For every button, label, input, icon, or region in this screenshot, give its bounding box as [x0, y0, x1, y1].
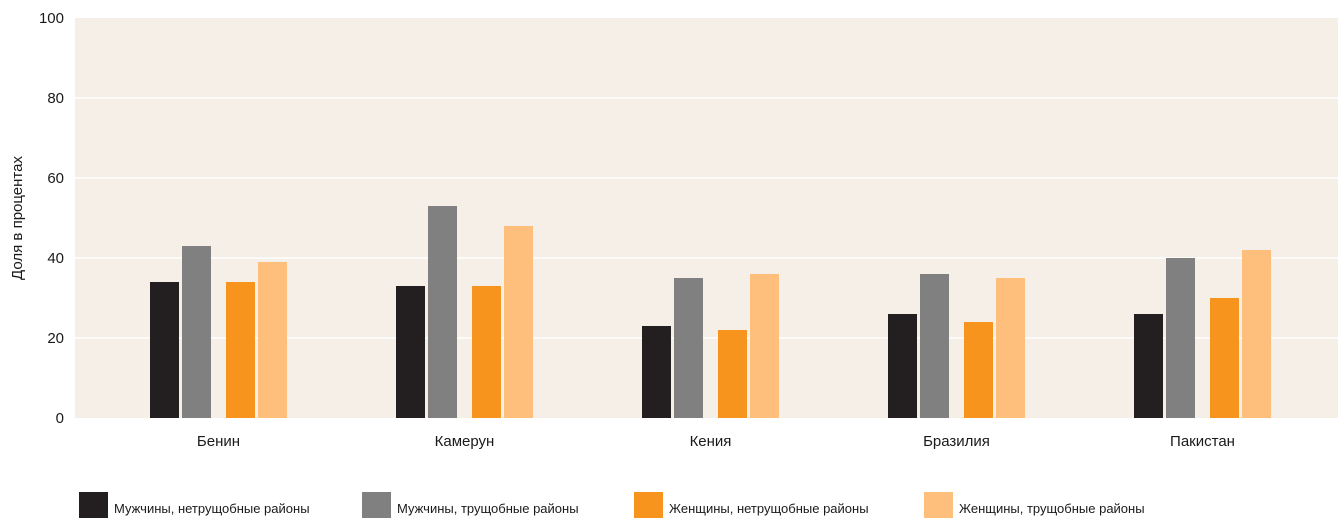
bar-4-5: [1242, 250, 1271, 418]
bar-2-1: [182, 246, 211, 418]
legend-swatch-3: [634, 492, 663, 518]
bar-4-4: [996, 278, 1025, 418]
x-category-label-1: Бенин: [197, 433, 240, 450]
legend-label-1: Мужчины, нетрущобные районы: [114, 501, 310, 516]
bar-1-1: [150, 282, 179, 418]
legend-label-2: Мужчины, трущобные районы: [397, 501, 579, 516]
y-tick-label-20: 20: [47, 330, 64, 347]
bar-1-3: [642, 326, 671, 418]
legend-label-3: Женщины, нетрущобные районы: [669, 501, 869, 516]
x-category-label-5: Пакистан: [1170, 433, 1235, 450]
bar-3-1: [226, 282, 255, 418]
x-category-label-4: Бразилия: [923, 433, 990, 450]
legend-swatch-2: [362, 492, 391, 518]
x-category-label-3: Кения: [690, 433, 732, 450]
bar-2-5: [1166, 258, 1195, 418]
legend: Мужчины, нетрущобные районы Мужчины, трущ…: [79, 492, 1145, 518]
y-tick-label-80: 80: [47, 90, 64, 107]
bars: [150, 206, 1271, 418]
bar-2-4: [920, 274, 949, 418]
bar-3-3: [718, 330, 747, 418]
x-axis-categories: Бенин Камерун Кения Бразилия Пакистан: [197, 433, 1235, 450]
bar-2-2: [428, 206, 457, 418]
bar-1-4: [888, 314, 917, 418]
legend-swatch-1: [79, 492, 108, 518]
bar-2-3: [674, 278, 703, 418]
y-tick-label-100: 100: [39, 10, 64, 27]
legend-label-4: Женщины, трущобные районы: [959, 501, 1145, 516]
bar-4-3: [750, 274, 779, 418]
bar-3-5: [1210, 298, 1239, 418]
y-tick-label-60: 60: [47, 170, 64, 187]
y-tick-label-40: 40: [47, 250, 64, 267]
y-axis-ticks: 0 20 40 60 80 100: [39, 10, 64, 427]
y-tick-label-0: 0: [56, 410, 64, 427]
y-axis-title: Доля в процентах: [9, 156, 26, 280]
bar-4-2: [504, 226, 533, 418]
bar-3-4: [964, 322, 993, 418]
legend-swatch-4: [924, 492, 953, 518]
bar-1-5: [1134, 314, 1163, 418]
bar-3-2: [472, 286, 501, 418]
x-category-label-2: Камерун: [435, 433, 495, 450]
bar-1-2: [396, 286, 425, 418]
bar-4-1: [258, 262, 287, 418]
